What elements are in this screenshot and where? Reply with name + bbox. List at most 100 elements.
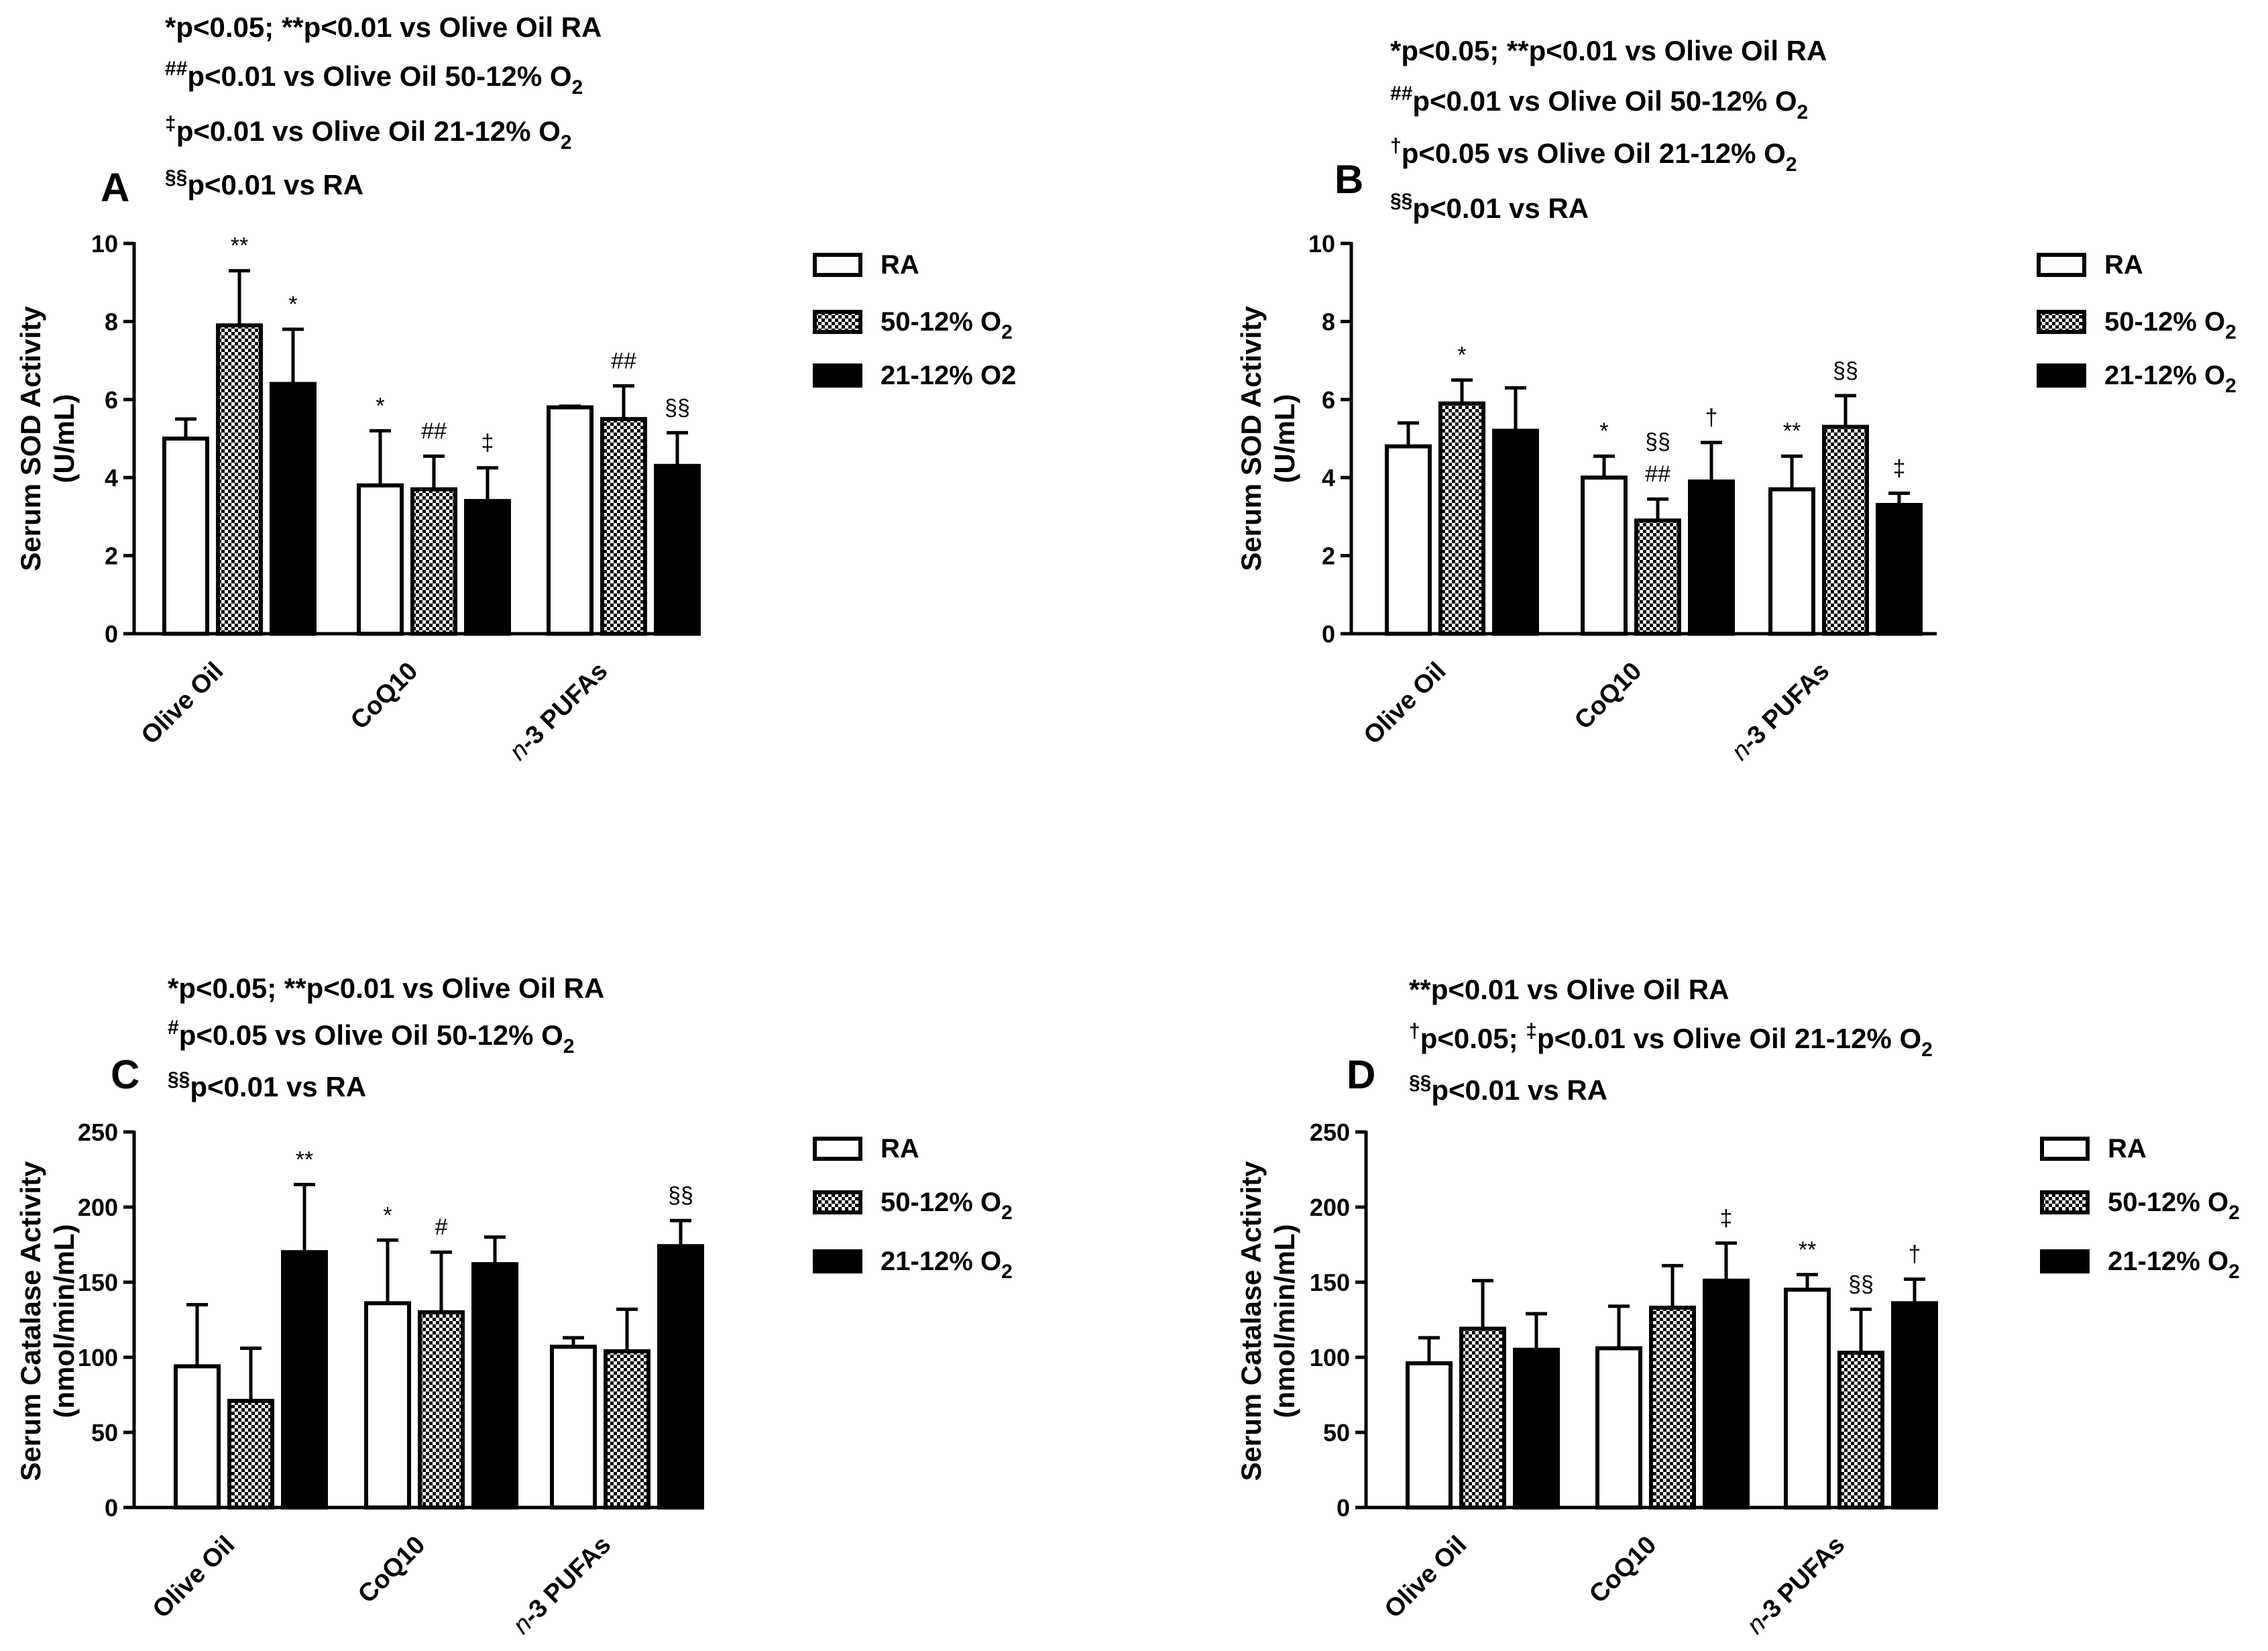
y-axis-label: Serum SOD Activity(U/mL) xyxy=(15,306,80,571)
significance-mark: §§ xyxy=(1645,429,1670,455)
bar-ra xyxy=(364,1301,411,1510)
legend-label: 50-12% O2 xyxy=(881,1188,1013,1224)
significance-mark: ‡ xyxy=(1893,455,1906,481)
y-axis-label: Serum Catalase Activity(nmol/min/mL) xyxy=(1235,1161,1300,1481)
category-label: CoQ10 xyxy=(1569,657,1647,735)
legend-swatch xyxy=(2040,1190,2090,1214)
panel-letter: C xyxy=(111,1052,139,1097)
significance-mark: §§ xyxy=(665,395,690,420)
y-tick-label: 100 xyxy=(1310,1344,1350,1371)
panel-letter: D xyxy=(1347,1052,1375,1097)
significance-mark: ** xyxy=(1783,418,1801,444)
bar-21-12 xyxy=(464,499,511,636)
bar-21-12 xyxy=(1876,502,1923,636)
bar-ra xyxy=(357,483,404,636)
bar-50-12 xyxy=(1634,518,1681,636)
y-tick-label: 250 xyxy=(1310,1119,1350,1146)
y-tick-label: 150 xyxy=(1310,1269,1350,1296)
bar-50-12 xyxy=(418,1310,465,1510)
stat-note-3: §§p<0.01 vs RA xyxy=(168,1068,366,1102)
significance-mark: # xyxy=(435,1214,448,1240)
y-tick-label: 10 xyxy=(1308,230,1335,258)
stat-note-1: *p<0.05; **p<0.01 vs Olive Oil RA xyxy=(1390,35,1827,66)
y-tick-label: 2 xyxy=(1322,543,1335,570)
bar-ra xyxy=(162,437,209,636)
stat-note-2: ##p<0.01 vs Olive Oil 50-12% O2 xyxy=(1390,82,1808,123)
bar-ra xyxy=(174,1364,221,1510)
legend-label: RA xyxy=(881,250,919,280)
y-tick-label: 0 xyxy=(105,620,118,648)
bar-21-12 xyxy=(1891,1301,1938,1510)
significance-mark: §§ xyxy=(1848,1271,1874,1297)
bar-50-12 xyxy=(227,1398,274,1510)
stat-note-1: *p<0.05; **p<0.01 vs Olive Oil RA xyxy=(165,11,602,43)
panel-b: *p<0.05; **p<0.01 vs Olive Oil RA ##p<0.0… xyxy=(1235,35,2236,766)
panel-letter: A xyxy=(101,165,129,210)
significance-mark: ## xyxy=(611,348,636,374)
category-label: CoQ10 xyxy=(353,1531,431,1609)
stat-note-1: *p<0.05; **p<0.01 vs Olive Oil RA xyxy=(168,972,604,1004)
category-label: n-3 PUFAs xyxy=(504,657,614,766)
stat-note-3: †p<0.05 vs Olive Oil 21-12% O2 xyxy=(1390,135,1797,176)
y-tick-label: 4 xyxy=(1322,464,1335,492)
bar-50-12 xyxy=(1822,424,1869,636)
category-label: CoQ10 xyxy=(1584,1531,1662,1609)
bar-50-12 xyxy=(410,487,457,636)
legend-swatch xyxy=(2037,253,2086,277)
bar-21-12 xyxy=(1688,479,1735,636)
y-tick-label: 50 xyxy=(91,1419,118,1446)
legend-swatch xyxy=(2037,310,2086,334)
y-tick-label: 10 xyxy=(91,230,118,258)
bar-50-12 xyxy=(1438,401,1485,636)
significance-mark: ## xyxy=(421,418,447,444)
significance-mark: ## xyxy=(1645,461,1670,487)
category-label: n-3 PUFAs xyxy=(1742,1531,1851,1640)
panel-c: *p<0.05; **p<0.01 vs Olive Oil RA #p<0.05… xyxy=(15,972,1013,1640)
y-tick-label: 150 xyxy=(78,1269,118,1296)
bar-50-12 xyxy=(216,323,263,636)
bar-ra xyxy=(1595,1346,1642,1510)
y-tick-label: 6 xyxy=(1322,386,1335,414)
bar-21-12 xyxy=(471,1262,518,1510)
y-tick-label: 8 xyxy=(105,308,118,335)
legend-label: 50-12% O2 xyxy=(2108,1188,2240,1224)
bar-ra xyxy=(1581,475,1628,636)
bar-21-12 xyxy=(657,1244,704,1510)
bar-ra xyxy=(1406,1361,1453,1510)
bar-ra xyxy=(1784,1288,1831,1510)
legend-swatch xyxy=(813,1190,862,1214)
significance-mark: * xyxy=(288,292,297,317)
legend-swatch xyxy=(813,1249,862,1273)
significance-mark: ‡ xyxy=(1720,1206,1733,1231)
significance-mark: * xyxy=(376,393,384,418)
stat-note-2: #p<0.05 vs Olive Oil 50-12% O2 xyxy=(168,1017,575,1058)
y-tick-label: 0 xyxy=(105,1494,118,1522)
stat-note-2: †p<0.05; ‡p<0.01 vs Olive Oil 21-12% O2 xyxy=(1409,1020,1933,1061)
category-label: Olive Oil xyxy=(1379,1531,1473,1624)
legend-label: 50-12% O2 xyxy=(881,307,1013,343)
significance-mark: ** xyxy=(231,233,248,259)
bar-21-12 xyxy=(1513,1347,1560,1510)
y-axis-label: Serum SOD Activity(U/mL) xyxy=(1235,306,1300,571)
bar-ra xyxy=(550,1345,597,1510)
significance-mark: ‡ xyxy=(481,431,494,456)
significance-mark: * xyxy=(1599,418,1608,444)
bar-50-12 xyxy=(1459,1326,1506,1510)
stat-note-1: **p<0.01 vs Olive Oil RA xyxy=(1409,974,1729,1005)
legend-label: 21-12% O2 xyxy=(881,361,1016,390)
bar-50-12 xyxy=(1649,1306,1696,1510)
legend-swatch xyxy=(2040,1249,2090,1273)
category-label: n-3 PUFAs xyxy=(1726,657,1835,766)
bar-ra xyxy=(1768,487,1815,636)
legend-swatch xyxy=(813,1137,862,1161)
stat-note-3: ‡p<0.01 vs Olive Oil 21-12% O2 xyxy=(165,113,572,154)
y-tick-label: 4 xyxy=(105,464,118,492)
bar-21-12 xyxy=(281,1250,328,1510)
stat-note-2: ##p<0.01 vs Olive Oil 50-12% O2 xyxy=(165,58,583,99)
bar-50-12 xyxy=(604,1349,650,1510)
bar-50-12 xyxy=(1837,1351,1884,1510)
significance-mark: † xyxy=(1909,1242,1921,1267)
stat-note-4: §§p<0.01 vs RA xyxy=(1390,190,1589,224)
y-tick-label: 8 xyxy=(1322,308,1335,335)
significance-mark: ** xyxy=(1799,1237,1816,1263)
